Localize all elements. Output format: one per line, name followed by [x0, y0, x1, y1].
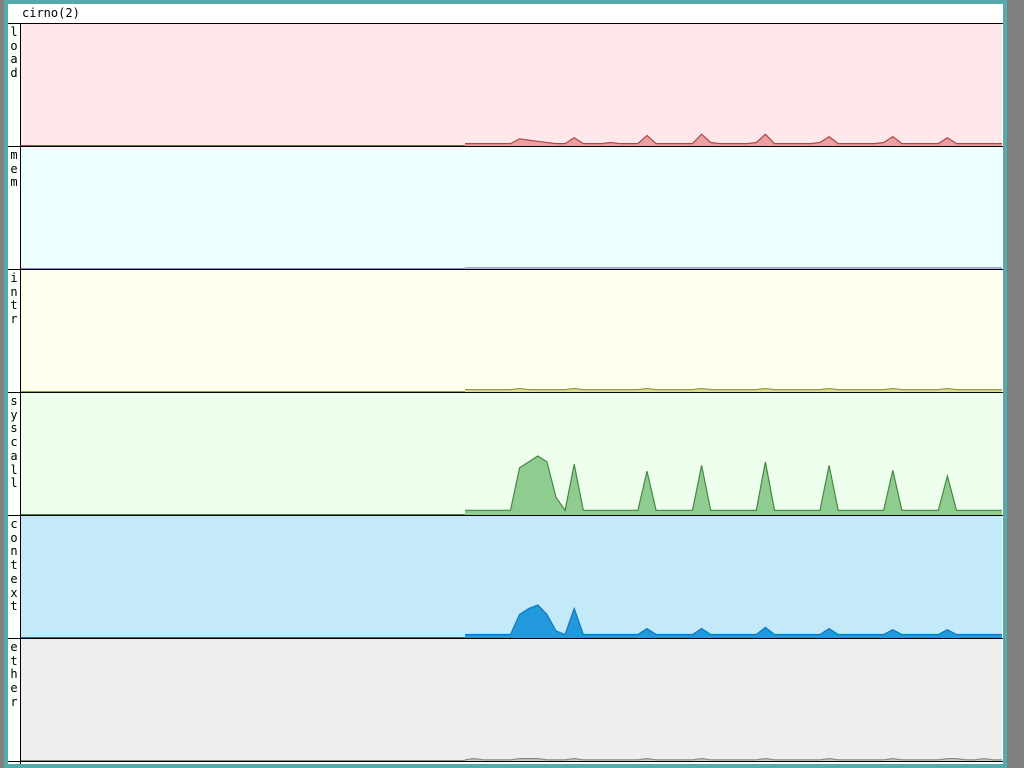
graph-label[interactable]: intr: [10, 271, 18, 327]
graph-line: [465, 604, 1002, 636]
graph-label[interactable]: mem: [10, 148, 18, 190]
graph-line: [465, 455, 1002, 512]
graph-label[interactable]: syscall: [10, 394, 18, 491]
graph-background: [21, 24, 1002, 146]
graph-background: [21, 393, 1002, 515]
graph-line: [465, 133, 1002, 145]
window-title: cirno(2): [22, 6, 80, 20]
graph-line: [464, 757, 1002, 761]
graph-background: [21, 270, 1002, 392]
stats-window: cirno(2) load mem intr syscall context ether: [8, 4, 1003, 764]
graphs: [8, 23, 1003, 764]
graph-area: [465, 388, 1002, 392]
graph-label[interactable]: load: [10, 25, 18, 81]
graph-area: [465, 456, 1002, 515]
graph-background: [21, 147, 1002, 269]
graph-background: [21, 639, 1002, 761]
graph-area: [465, 605, 1002, 638]
graph-background: [21, 516, 1002, 638]
graph-label[interactable]: ether: [10, 640, 18, 709]
graph-label[interactable]: context: [10, 517, 18, 614]
graph-line: [465, 387, 1002, 391]
